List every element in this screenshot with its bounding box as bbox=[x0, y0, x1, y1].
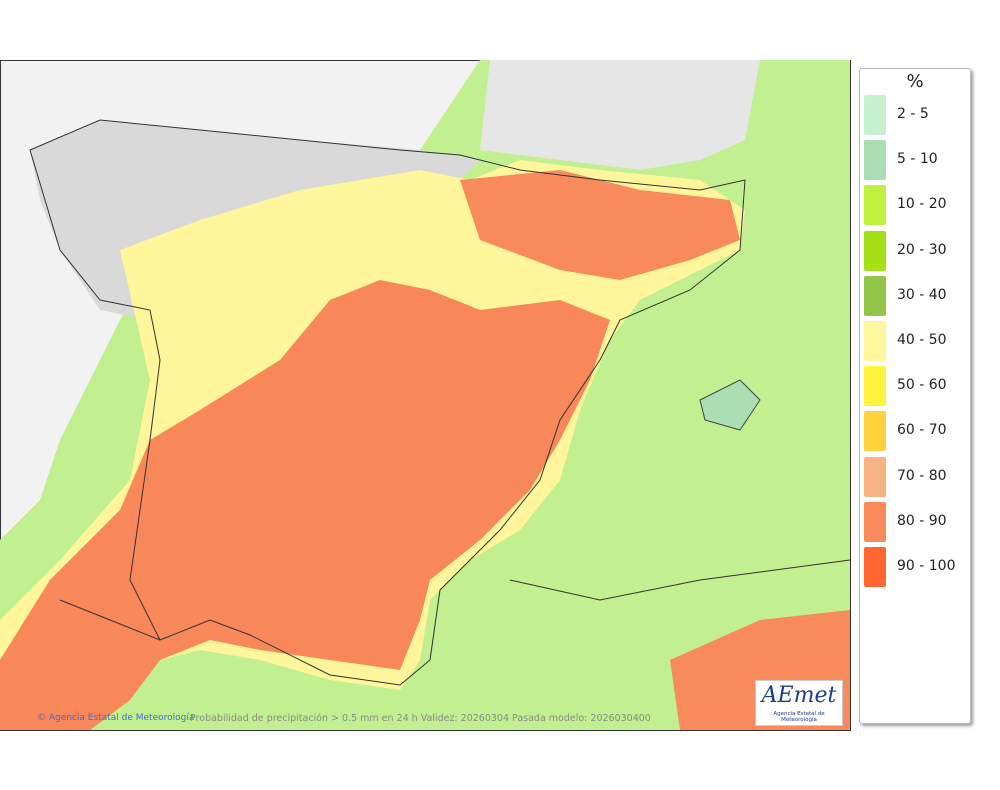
legend-swatch bbox=[864, 547, 886, 587]
legend-item: 20 - 30 bbox=[864, 230, 970, 271]
legend-label: 20 - 30 bbox=[897, 241, 947, 258]
legend-item: 5 - 10 bbox=[864, 140, 970, 181]
legend-label: 10 - 20 bbox=[897, 196, 947, 213]
spain-border bbox=[29, 119, 746, 686]
legend-item: 40 - 50 bbox=[864, 321, 970, 361]
legend-swatch bbox=[864, 321, 886, 361]
legend-label: 90 - 100 bbox=[897, 558, 956, 574]
legend-swatch bbox=[864, 95, 886, 135]
legend-swatch bbox=[864, 501, 886, 542]
legend-swatch bbox=[864, 230, 886, 271]
mallorca bbox=[699, 379, 761, 431]
legend-swatch bbox=[864, 411, 886, 452]
africa-coast bbox=[509, 559, 851, 601]
france-land bbox=[480, 60, 760, 170]
legend-item: 60 - 70 bbox=[864, 411, 970, 452]
legend-item: 2 - 5 bbox=[864, 95, 970, 135]
legend-item: 30 - 40 bbox=[864, 275, 970, 316]
logo-text: AEmet bbox=[761, 683, 837, 708]
legend-label: 2 - 5 bbox=[897, 106, 929, 122]
legend-label: 5 - 10 bbox=[897, 151, 938, 168]
legend-label: 80 - 90 bbox=[897, 512, 947, 529]
legend: % 2 - 5 5 - 10 10 - 20 20 - 30 30 - 40 40 - 5… bbox=[859, 68, 971, 724]
legend-swatch bbox=[864, 456, 886, 497]
legend-label: 30 - 40 bbox=[897, 286, 947, 303]
legend-swatch bbox=[864, 185, 886, 226]
legend-label: 40 - 50 bbox=[897, 332, 947, 348]
pyrenees-area bbox=[460, 170, 740, 280]
legend-title: % bbox=[906, 71, 924, 92]
legend-item: 10 - 20 bbox=[864, 185, 970, 226]
logo: AEmet Agencia Estatal de Meteorología bbox=[755, 680, 843, 726]
logo-subtitle: Agencia Estatal de Meteorología bbox=[773, 711, 825, 723]
high-probability-area bbox=[0, 280, 610, 730]
coast-line bbox=[59, 599, 161, 641]
legend-swatch bbox=[864, 140, 886, 181]
credit: © Agencia Estatal de Meteorología bbox=[37, 713, 195, 723]
legend-label: 50 - 60 bbox=[897, 377, 947, 394]
legend-swatch bbox=[864, 366, 886, 407]
legend-item: 90 - 100 bbox=[864, 547, 970, 587]
map bbox=[0, 60, 851, 731]
legend-item: 50 - 60 bbox=[864, 366, 970, 407]
legend-label: 70 - 80 bbox=[897, 467, 947, 484]
credit-text: Agencia Estatal de Meteorología bbox=[48, 713, 195, 723]
legend-swatch bbox=[864, 275, 886, 316]
legend-item: 80 - 90 bbox=[864, 501, 970, 542]
legend-item: 70 - 80 bbox=[864, 456, 970, 497]
legend-label: 60 - 70 bbox=[897, 422, 947, 439]
caption: Probabilidad de precipitación > 0.5 mm e… bbox=[190, 713, 651, 724]
